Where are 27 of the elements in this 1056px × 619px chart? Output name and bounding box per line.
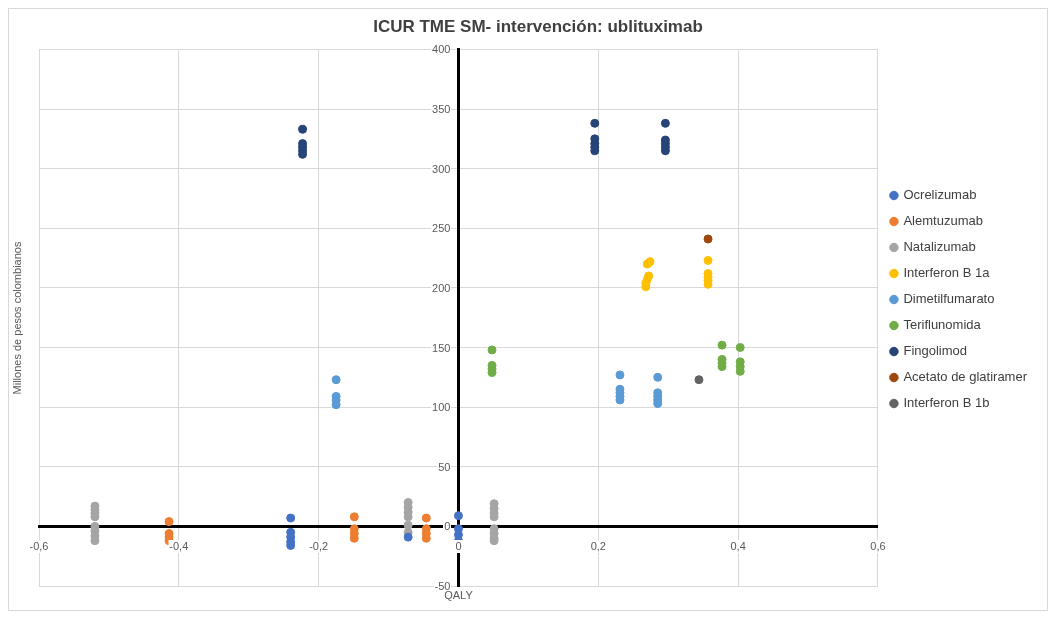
x-tick-label: -0,2: [308, 540, 330, 554]
x-tick-label: 0: [454, 540, 463, 554]
chart-title: ICUR TME SM- intervención: ublituximab: [373, 16, 703, 36]
y-tick-label: 100: [431, 400, 452, 414]
legend-label: Interferon B 1a: [903, 265, 991, 281]
x-tick-label: 0,2: [589, 540, 607, 554]
x-tick-label: 0,4: [729, 540, 747, 554]
y-tick-label: 150: [431, 341, 452, 354]
legend-label: Alemtuzumab: [903, 213, 983, 229]
x-tick-label: -0,6: [28, 540, 50, 554]
y-tick-label: 200: [431, 281, 452, 295]
legend-label: Teriflunomida: [903, 317, 982, 333]
x-tick-label: -0,4: [168, 540, 190, 554]
legend-label: Ocrelizumab: [903, 187, 977, 203]
legend-label: Acetato de glatiramer: [903, 369, 1028, 385]
legend-label: Fingolimod: [903, 343, 968, 359]
y-tick-label: 400: [431, 42, 452, 56]
y-tick-label: 350: [431, 102, 452, 116]
y-axis-title: Millones de pesos colombianos: [11, 241, 23, 395]
y-tick-label: 300: [431, 162, 452, 176]
y-tick-label: 250: [431, 221, 452, 235]
legend-label: Dimetilfumarato: [903, 291, 995, 307]
x-tick-label: 0,6: [869, 540, 887, 554]
legend-label: Interferon B 1b: [903, 395, 990, 411]
y-tick-label: 0: [443, 519, 452, 533]
legend-label: Natalizumab: [903, 239, 976, 255]
y-tick-label: 50: [437, 460, 452, 474]
